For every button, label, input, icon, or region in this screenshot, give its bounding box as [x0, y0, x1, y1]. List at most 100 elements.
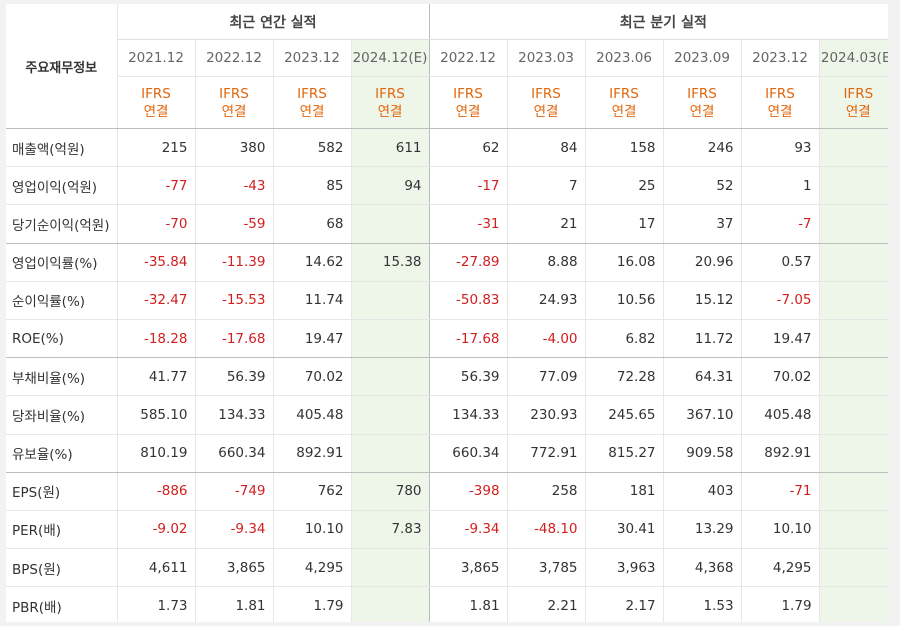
value-cell: 1.53 — [662, 586, 742, 622]
value-cell: 10.10 — [272, 510, 351, 550]
ifrs-standard: IFRS — [609, 85, 639, 102]
value-cell: 405.48 — [740, 395, 820, 435]
value-cell: 892.91 — [740, 434, 820, 473]
value-cell: -71 — [740, 472, 820, 511]
row-label: 순이익률(%) — [6, 281, 117, 320]
value-cell — [818, 548, 888, 588]
row-label: EPS(원) — [6, 472, 117, 511]
value-cell: 11.72 — [662, 319, 742, 359]
ifrs-consolidated: 연결 — [533, 103, 559, 120]
value-cell: 134.33 — [194, 395, 273, 435]
ifrs-label: IFRS 연결 — [818, 76, 888, 129]
value-cell: -11.39 — [194, 243, 273, 282]
value-cell: 56.39 — [194, 357, 273, 397]
value-cell: -31 — [428, 204, 508, 244]
value-cell — [818, 204, 888, 244]
value-cell: 1.79 — [740, 586, 820, 622]
value-cell: -77 — [116, 166, 195, 206]
value-cell: -70 — [116, 204, 195, 244]
table-row: 영업이익(억원) -77 -43 85 94 -17 7 25 52 1 — [6, 166, 888, 206]
value-cell: -17.68 — [428, 319, 508, 359]
table-row: ROE(%) -18.28 -17.68 19.47 -17.68 -4.00 6.82 11… — [6, 319, 888, 359]
value-cell: 660.34 — [194, 434, 273, 473]
value-cell — [350, 204, 430, 244]
period-header: 2023.12 — [272, 39, 351, 77]
value-cell: 20.96 — [662, 243, 742, 282]
value-cell: 246 — [662, 128, 742, 168]
value-cell: 134.33 — [428, 395, 508, 435]
ifrs-label: IFRS 연결 — [506, 76, 586, 129]
value-cell: 367.10 — [662, 395, 742, 435]
value-cell: 17 — [584, 204, 664, 244]
table-row: 순이익률(%) -32.47 -15.53 11.74 -50.83 24.93 10.56… — [6, 281, 888, 320]
value-cell: -27.89 — [428, 243, 508, 282]
value-cell: 15.38 — [350, 243, 430, 282]
period-header: 2024.03(E) — [818, 39, 888, 77]
corner-label: 주요재무정보 — [6, 4, 117, 129]
value-cell — [350, 281, 430, 320]
value-cell — [818, 319, 888, 359]
value-cell: -15.53 — [194, 281, 273, 320]
value-cell — [818, 166, 888, 206]
value-cell: -59 — [194, 204, 273, 244]
value-cell: 19.47 — [272, 319, 351, 359]
value-cell — [818, 281, 888, 320]
value-cell: 660.34 — [428, 434, 508, 473]
period-header: 2023.09 — [662, 39, 742, 77]
value-cell: 245.65 — [584, 395, 664, 435]
table-row: PER(배) -9.02 -9.34 10.10 7.83 -9.34 -48.10 30.4… — [6, 510, 888, 550]
value-cell — [818, 395, 888, 435]
row-label: 매출액(억원) — [6, 128, 117, 168]
value-cell: 582 — [272, 128, 351, 168]
value-cell: 3,963 — [584, 548, 664, 588]
value-cell: 762 — [272, 472, 351, 511]
row-label: ROE(%) — [6, 319, 117, 359]
value-cell: 1.73 — [116, 586, 195, 622]
value-cell — [818, 434, 888, 473]
value-cell: 772.91 — [506, 434, 586, 473]
period-header: 2023.03 — [506, 39, 586, 77]
table-row: EPS(원) -886 -749 762 780 -398 258 181 403 -71 — [6, 472, 888, 511]
row-label: BPS(원) — [6, 548, 117, 588]
value-cell: 611 — [350, 128, 430, 168]
value-cell: -9.34 — [194, 510, 273, 550]
value-cell: 84 — [506, 128, 586, 168]
value-cell: 68 — [272, 204, 351, 244]
value-cell — [818, 472, 888, 511]
value-cell: 403 — [662, 472, 742, 511]
value-cell: -17 — [428, 166, 508, 206]
ifrs-label: IFRS 연결 — [662, 76, 742, 129]
value-cell: 158 — [584, 128, 664, 168]
value-cell: 24.93 — [506, 281, 586, 320]
value-cell: 37 — [662, 204, 742, 244]
value-cell: 16.08 — [584, 243, 664, 282]
value-cell: 52 — [662, 166, 742, 206]
table-header: 주요재무정보 최근 연간 실적 최근 분기 실적 2021.12 2022.12 2… — [6, 4, 888, 129]
value-cell: -749 — [194, 472, 273, 511]
value-cell: -32.47 — [116, 281, 195, 320]
value-cell: 258 — [506, 472, 586, 511]
value-cell: 810.19 — [116, 434, 195, 473]
ifrs-standard: IFRS — [843, 85, 874, 102]
value-cell: 3,865 — [194, 548, 273, 588]
value-cell — [350, 586, 430, 622]
value-cell: 3,865 — [428, 548, 508, 588]
period-header: 2022.12 — [428, 39, 508, 77]
value-cell — [818, 357, 888, 397]
table-row: 매출액(억원) 215 380 582 611 62 84 158 246 93 — [6, 128, 888, 168]
table-row: 부채비율(%) 41.77 56.39 70.02 56.39 77.09 72.28 64.… — [6, 357, 888, 397]
value-cell: 62 — [428, 128, 508, 168]
ifrs-standard: IFRS — [687, 85, 717, 102]
row-label: PBR(배) — [6, 586, 117, 622]
ifrs-label: IFRS 연결 — [350, 76, 430, 129]
row-label: 부채비율(%) — [6, 357, 117, 397]
period-header: 2023.06 — [584, 39, 664, 77]
value-cell: 230.93 — [506, 395, 586, 435]
value-cell: 6.82 — [584, 319, 664, 359]
value-cell: 1.81 — [194, 586, 273, 622]
period-header: 2024.12(E) — [350, 39, 430, 77]
ifrs-row: IFRS 연결 IFRS 연결 IFRS 연결 IFRS 연결 IFRS 연결 IFRS 연결 IFRS… — [6, 76, 888, 129]
value-cell: 77.09 — [506, 357, 586, 397]
value-cell: 1 — [740, 166, 820, 206]
row-label: 영업이익(억원) — [6, 166, 117, 206]
